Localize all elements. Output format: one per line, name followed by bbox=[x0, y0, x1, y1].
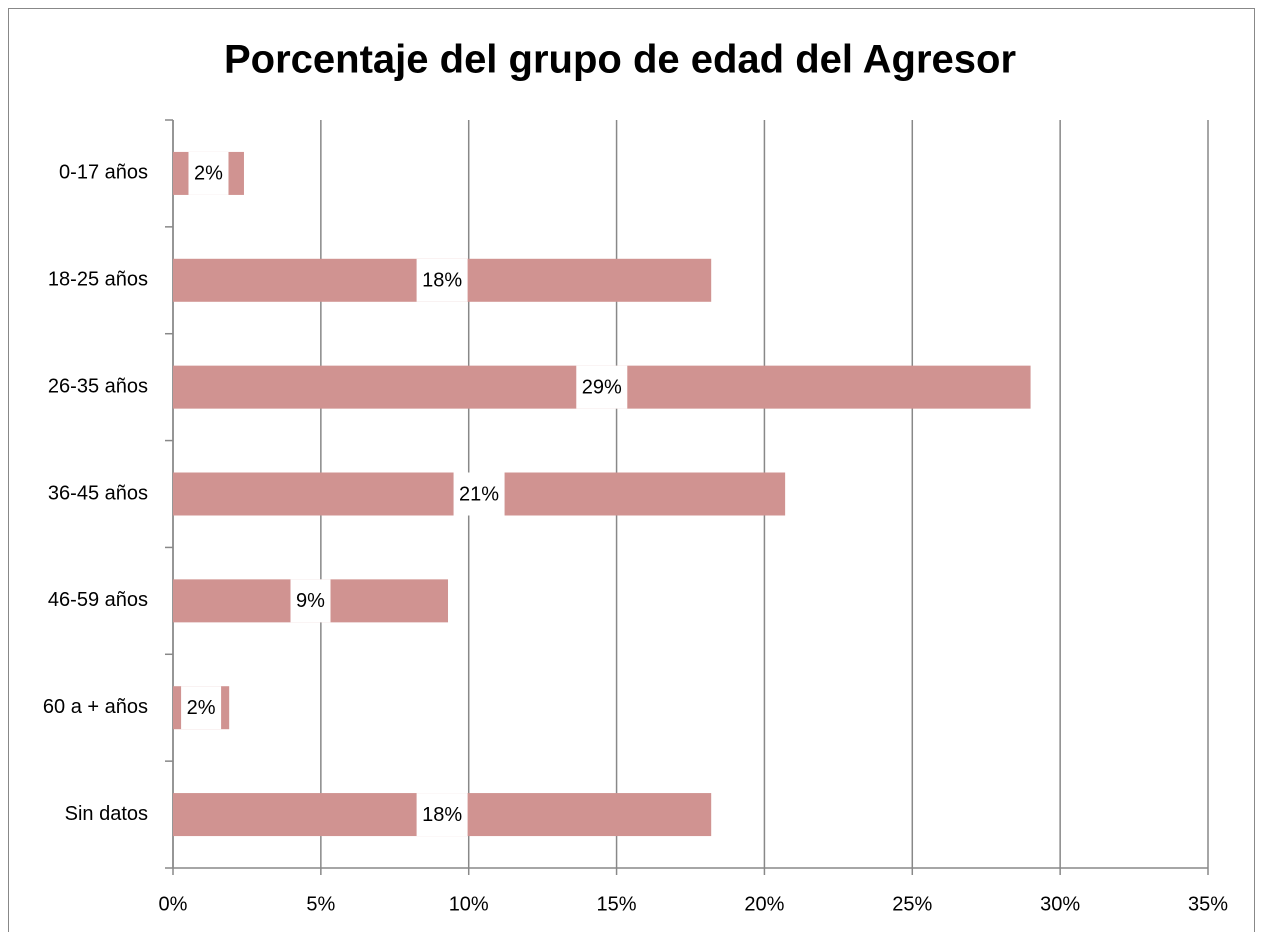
data-label-box bbox=[416, 793, 468, 837]
data-label-box bbox=[453, 472, 505, 516]
y-tick-label: 0-17 años bbox=[59, 162, 148, 184]
data-label-box bbox=[188, 151, 229, 195]
y-tick-label: 36-45 años bbox=[48, 482, 148, 504]
data-label: 2% bbox=[187, 697, 216, 719]
y-tick-label: 26-35 años bbox=[48, 375, 148, 397]
x-tick-label: 25% bbox=[892, 893, 932, 915]
y-tick-label: 60 a + años bbox=[43, 696, 148, 718]
data-label-box bbox=[576, 365, 628, 409]
data-label: 9% bbox=[296, 590, 325, 612]
chart-title: Porcentaje del grupo de edad del Agresor bbox=[224, 38, 1016, 82]
data-label: 29% bbox=[582, 376, 622, 398]
y-tick-label: 46-59 años bbox=[48, 589, 148, 611]
data-label: 18% bbox=[422, 804, 462, 826]
x-tick-label: 30% bbox=[1040, 893, 1080, 915]
data-label: 2% bbox=[194, 163, 223, 185]
data-label: 18% bbox=[422, 270, 462, 292]
y-tick-label: Sin datos bbox=[65, 803, 148, 825]
x-tick-label: 10% bbox=[449, 893, 489, 915]
y-tick-label: 18-25 años bbox=[48, 269, 148, 291]
data-label-box bbox=[181, 686, 222, 730]
data-label: 21% bbox=[459, 483, 499, 505]
x-tick-label: 0% bbox=[159, 893, 188, 915]
x-tick-label: 5% bbox=[306, 893, 335, 915]
data-label-box bbox=[416, 258, 468, 302]
x-tick-label: 15% bbox=[597, 893, 637, 915]
data-label-box bbox=[290, 579, 331, 623]
x-tick-label: 20% bbox=[744, 893, 784, 915]
x-tick-label: 35% bbox=[1188, 893, 1228, 915]
